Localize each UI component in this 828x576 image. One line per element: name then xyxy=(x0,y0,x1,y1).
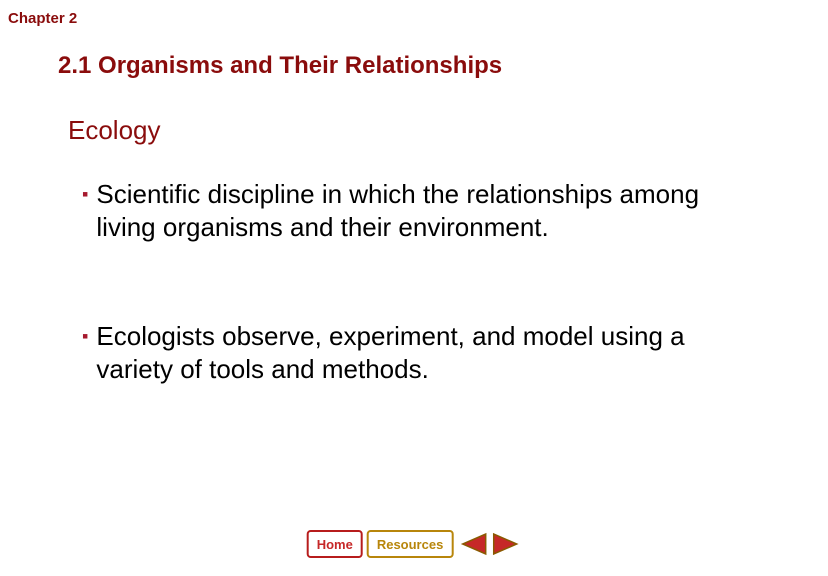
bullet-item: ▪ Scientific discipline in which the rel… xyxy=(82,178,742,243)
next-arrow-button[interactable] xyxy=(491,530,521,558)
section-title: 2.1 Organisms and Their Relationships xyxy=(58,52,502,80)
arrow-right-icon xyxy=(492,531,520,557)
chapter-label: Chapter 2 xyxy=(8,10,77,27)
resources-button-label: Resources xyxy=(377,537,443,552)
home-button-label: Home xyxy=(317,537,353,552)
resources-button[interactable]: Resources xyxy=(367,530,453,558)
previous-arrow-button[interactable] xyxy=(457,530,487,558)
navigation-bar: Home Resources xyxy=(307,530,522,558)
bullet-text: Ecologists observe, experiment, and mode… xyxy=(96,320,742,385)
bullet-text: Scientific discipline in which the relat… xyxy=(96,178,742,243)
bullet-marker-icon: ▪ xyxy=(82,320,88,352)
bullet-marker-icon: ▪ xyxy=(82,178,88,210)
subsection-heading: Ecology xyxy=(68,115,161,146)
arrow-left-icon xyxy=(458,531,486,557)
home-button[interactable]: Home xyxy=(307,530,363,558)
bullet-item: ▪ Ecologists observe, experiment, and mo… xyxy=(82,320,742,385)
